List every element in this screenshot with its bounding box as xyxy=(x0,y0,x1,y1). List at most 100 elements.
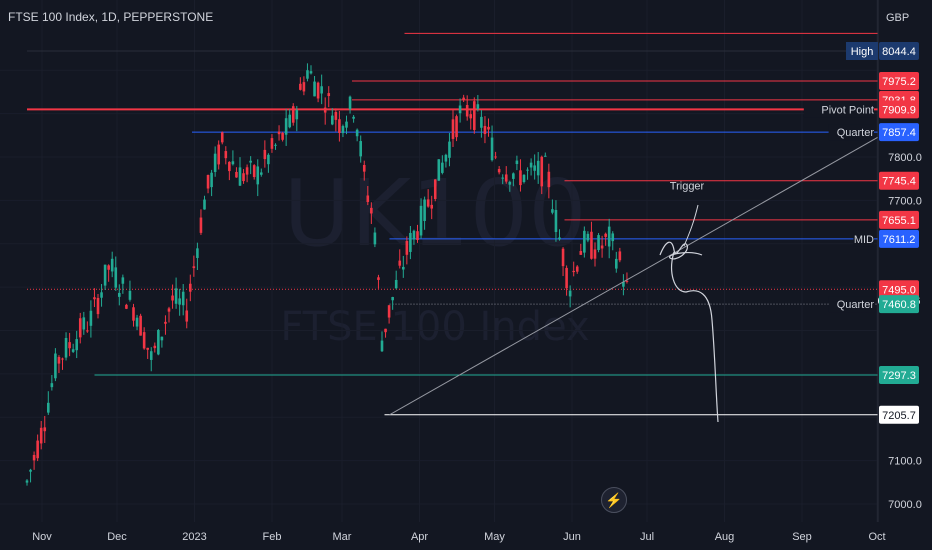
candle-body xyxy=(231,161,235,165)
price-tag[interactable] xyxy=(879,72,919,91)
hand-drawings[interactable] xyxy=(659,204,719,423)
candle-body xyxy=(274,144,277,146)
candle-body xyxy=(260,172,263,175)
annotations: Trigger xyxy=(670,181,705,193)
price-tag-label: 7655.1 xyxy=(882,215,916,227)
candle-body xyxy=(64,337,68,358)
projection-squiggle[interactable] xyxy=(659,241,703,260)
candle-body xyxy=(68,342,71,349)
x-tick-label: Aug xyxy=(715,531,735,543)
support-trendline[interactable] xyxy=(389,131,888,416)
candle-body xyxy=(362,164,366,172)
candle-body xyxy=(483,125,487,135)
candle-body xyxy=(490,137,494,161)
candle-body xyxy=(78,318,82,338)
price-tag[interactable] xyxy=(879,171,919,190)
candle-body xyxy=(597,235,600,250)
candle-body xyxy=(533,165,536,171)
candle-body xyxy=(157,330,160,355)
candle-body xyxy=(206,174,210,189)
candle-body xyxy=(572,270,575,273)
candle-body xyxy=(522,174,526,183)
x-tick-label: May xyxy=(484,531,505,543)
candle-body xyxy=(391,297,394,301)
candle-body xyxy=(299,83,302,90)
candle-body xyxy=(61,358,64,360)
candle-body xyxy=(235,171,238,178)
candle-body xyxy=(192,266,196,269)
candle-body xyxy=(341,126,345,134)
level-label-bg xyxy=(828,124,874,141)
candle-body xyxy=(394,279,398,289)
candle-body xyxy=(93,297,96,300)
candle-body xyxy=(270,138,274,149)
price-tag[interactable] xyxy=(879,210,919,229)
candle-body xyxy=(327,93,331,97)
candle-body xyxy=(263,149,267,160)
candle-body xyxy=(469,114,473,119)
candle-body xyxy=(430,204,433,209)
price-tag[interactable] xyxy=(879,229,919,248)
price-tag[interactable] xyxy=(879,123,919,142)
candle-body xyxy=(355,129,359,137)
price-tag-label: 7460.8 xyxy=(882,299,916,311)
price-tag[interactable] xyxy=(879,366,919,385)
candle-body xyxy=(405,241,409,255)
candle-body xyxy=(135,317,139,327)
time-axis[interactable]: Nov Dec 2023 Feb Mar Apr May Jun Jul Aug Sep Oct xyxy=(0,522,886,550)
candle-body xyxy=(121,277,125,284)
candle-body xyxy=(228,161,231,172)
candle-body xyxy=(586,233,590,241)
candle-body xyxy=(455,116,458,138)
candle-body xyxy=(359,141,362,157)
candle-body xyxy=(441,162,444,173)
candle-body xyxy=(380,340,384,352)
price-tag[interactable] xyxy=(879,100,919,119)
trendline[interactable] xyxy=(389,131,888,416)
x-tick-label: Oct xyxy=(868,531,885,543)
price-tag[interactable] xyxy=(879,42,919,60)
candle-body xyxy=(611,233,615,242)
price-tag-label: 7857.4 xyxy=(882,127,916,139)
candle-body xyxy=(160,336,164,341)
candle-body xyxy=(75,339,78,351)
candle-body xyxy=(583,230,586,253)
x-tick-label: Feb xyxy=(263,531,282,543)
candle-body xyxy=(419,205,423,236)
candle-body xyxy=(181,291,185,306)
currency-label: GBP xyxy=(886,12,909,24)
candle-body xyxy=(217,144,220,165)
y-tick-label: 7000.0 xyxy=(888,499,922,511)
candle-body xyxy=(284,118,288,135)
candle-body xyxy=(178,298,181,305)
lightning-icon[interactable]: ⚡ xyxy=(601,487,627,513)
candle-body xyxy=(451,119,455,139)
price-tag[interactable] xyxy=(879,295,919,314)
candle-body xyxy=(203,199,206,210)
candle-body xyxy=(320,86,323,94)
candle-body xyxy=(334,112,338,120)
candle-body xyxy=(146,347,149,350)
candle-body xyxy=(462,97,465,100)
candle-body xyxy=(437,159,441,181)
candle-body xyxy=(291,106,295,123)
price-tag[interactable] xyxy=(879,405,919,424)
candle-body xyxy=(551,209,554,213)
y-tick-label: 7100.0 xyxy=(888,456,922,468)
candle-body xyxy=(515,160,519,165)
projection-path[interactable] xyxy=(671,251,719,423)
candle-body xyxy=(132,307,135,321)
candle-body xyxy=(547,171,551,188)
candle-body xyxy=(199,217,203,233)
price-tag-label: 7975.2 xyxy=(882,76,916,88)
candle-body xyxy=(32,454,36,461)
x-tick-label: 2023 xyxy=(182,531,206,543)
trigger-pointer xyxy=(683,204,699,247)
price-axis[interactable]: 7000.0 7100.0 7700.0 7800.0 GBP 8044.4 High 797… xyxy=(846,0,932,522)
x-tick-label: Jun xyxy=(563,531,581,543)
candle-body xyxy=(164,321,167,324)
x-tick-label: Apr xyxy=(411,531,428,543)
candle-body xyxy=(348,96,352,110)
candle-body xyxy=(540,156,544,187)
